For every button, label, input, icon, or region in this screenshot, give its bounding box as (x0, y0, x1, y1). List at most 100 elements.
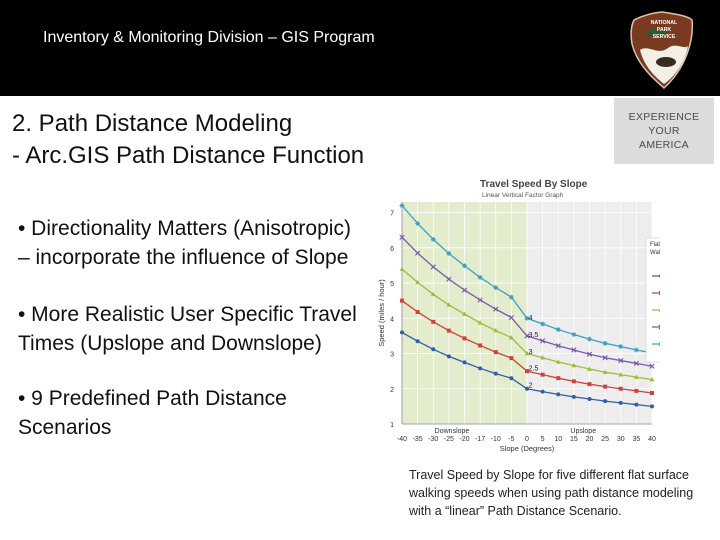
data-point (602, 340, 608, 346)
data-point (399, 266, 405, 271)
data-point (462, 311, 467, 316)
y-tick-label: 2 (390, 387, 394, 394)
data-point (618, 344, 624, 349)
data-point (602, 355, 608, 361)
data-point (603, 399, 608, 404)
x-tick-label: -30 (428, 436, 438, 443)
series-end-label: 4 (529, 315, 533, 322)
data-point (618, 386, 623, 391)
data-point (400, 330, 404, 335)
data-point (658, 309, 660, 312)
data-point (555, 327, 561, 332)
legend-box (645, 237, 660, 363)
data-point (508, 294, 514, 300)
data-point (430, 291, 436, 297)
data-point (430, 264, 436, 270)
data-point (524, 315, 530, 321)
data-point (508, 335, 514, 340)
chart-caption: Travel Speed by Slope for five different… (409, 468, 694, 518)
data-point (633, 374, 639, 379)
data-point (524, 333, 530, 339)
data-point (659, 291, 660, 295)
data-point (477, 275, 483, 280)
data-point (649, 377, 655, 382)
x-tick-label: 40 (648, 436, 656, 443)
data-point (634, 388, 639, 393)
svg-text:SERVICE: SERVICE (653, 34, 676, 40)
data-point (540, 321, 546, 327)
data-point (659, 274, 660, 278)
travel-speed-chart: Travel Speed By Slope Linear Vertical Fac… (377, 179, 660, 453)
region-label-upslope: Upslope (570, 428, 596, 435)
data-point (571, 394, 576, 399)
data-point (446, 354, 451, 359)
data-point (587, 336, 592, 342)
data-point (556, 392, 561, 397)
data-point (478, 366, 483, 371)
data-point (571, 379, 576, 384)
slide-title-line2: - Arc.GIS Path Distance Function (12, 142, 365, 169)
data-point (462, 263, 467, 269)
slide-title-line1: 2. Path Distance Modeling (12, 110, 293, 137)
data-point (415, 221, 421, 226)
y-tick-label: 1 (390, 422, 394, 429)
data-point (587, 396, 592, 401)
bullet-item: • 9 Predefined Path Distance Scenarios (18, 387, 287, 439)
badge-line1: EXPERIENCE (628, 111, 700, 123)
x-tick-label: -5 (508, 436, 514, 443)
chart-subtitle: Linear Vertical Factor Graph (482, 192, 564, 199)
data-point (477, 320, 483, 325)
data-point (618, 372, 624, 377)
data-point (555, 359, 561, 364)
x-tick-label: 5 (541, 436, 545, 443)
data-point (461, 287, 468, 293)
y-tick-label: 6 (390, 246, 394, 253)
data-point (633, 360, 639, 367)
slide-title: 2. Path Distance Modeling - Arc.GIS Path… (12, 108, 364, 172)
data-point (493, 306, 499, 312)
data-point (650, 390, 654, 395)
x-tick-label: 30 (617, 436, 625, 443)
chart-title: Travel Speed By Slope (480, 179, 588, 190)
data-point (399, 203, 405, 208)
data-point (415, 339, 420, 344)
data-point (525, 369, 529, 374)
data-point (509, 376, 514, 381)
x-tick-label: 25 (601, 436, 609, 443)
data-point (477, 297, 483, 303)
data-point (571, 362, 577, 368)
data-point (431, 347, 436, 352)
y-tick-label: 5 (390, 281, 394, 288)
data-point (571, 332, 577, 337)
series-end-label: 3.5 (529, 332, 539, 339)
x-tick-label: 0 (525, 436, 529, 443)
data-point (633, 347, 639, 353)
data-point (493, 328, 499, 333)
data-point (415, 279, 421, 285)
data-point (556, 376, 561, 381)
data-point (540, 389, 545, 394)
badge-line2: YOUR (648, 125, 680, 137)
data-point (618, 400, 623, 405)
y-tick-label: 3 (390, 352, 394, 359)
bullet-list: • Directionality Matters (Anisotropic) –… (18, 214, 358, 470)
x-tick-label: 35 (632, 436, 640, 443)
x-tick-label: 15 (570, 436, 578, 443)
x-tick-label: -35 (413, 436, 423, 443)
bullet-item: • More Realistic User Specific Travel Ti… (18, 303, 357, 355)
data-point (587, 366, 592, 371)
data-point (524, 350, 530, 356)
data-point (493, 350, 498, 355)
data-point (400, 298, 404, 303)
x-tick-label: -10 (491, 436, 501, 443)
x-tick-label: -17 (475, 436, 485, 443)
y-tick-label: 7 (390, 211, 394, 218)
svg-text:PARK: PARK (657, 27, 672, 33)
y-axis-label: Speed (miles / hour) (377, 279, 386, 347)
data-point (603, 384, 608, 389)
x-tick-label: -20 (459, 436, 469, 443)
data-point (634, 402, 639, 407)
data-point (446, 276, 452, 282)
data-point (602, 369, 608, 374)
data-point (493, 371, 498, 376)
